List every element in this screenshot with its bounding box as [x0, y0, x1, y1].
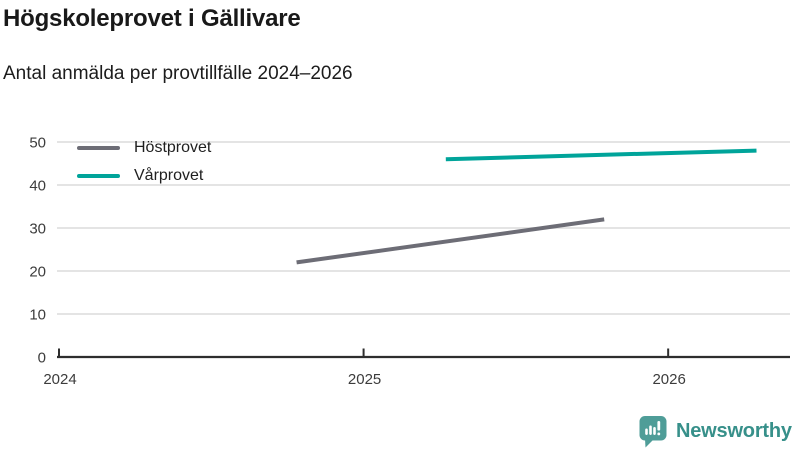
y-axis-tick-label: 0 — [38, 350, 46, 367]
y-axis-tick-label: 30 — [29, 221, 46, 238]
y-axis-tick-label: 50 — [29, 135, 46, 152]
x-axis-tick-label: 2026 — [652, 371, 685, 388]
legend-label: Vårprovet — [134, 167, 204, 184]
newsworthy-logo-icon — [639, 416, 667, 448]
brand-name: Newsworthy — [676, 420, 792, 442]
series-line-höstprovet — [296, 217, 605, 265]
series-line-vårprovet — [445, 148, 757, 162]
chart-title: Högskoleprovet i Gällivare — [3, 5, 301, 32]
newsworthy-brand-link[interactable]: Newsworthy — [638, 415, 792, 448]
legend-swatch — [77, 173, 120, 179]
legend-item: Höstprovet — [77, 139, 211, 157]
y-axis-tick-label: 20 — [29, 264, 46, 281]
legend-swatch — [77, 145, 120, 151]
y-axis-tick-label: 10 — [29, 307, 46, 324]
x-axis-tick-label: 2024 — [43, 371, 76, 388]
chart-subtitle: Antal anmälda per provtillfälle 2024–202… — [3, 63, 353, 84]
chart-legend: Höstprovet Vårprovet — [77, 139, 211, 185]
legend-label: Höstprovet — [134, 139, 212, 156]
x-axis-tick-label: 2025 — [348, 371, 381, 388]
legend-item: Vårprovet — [77, 167, 211, 185]
y-axis-tick-label: 40 — [29, 178, 46, 195]
